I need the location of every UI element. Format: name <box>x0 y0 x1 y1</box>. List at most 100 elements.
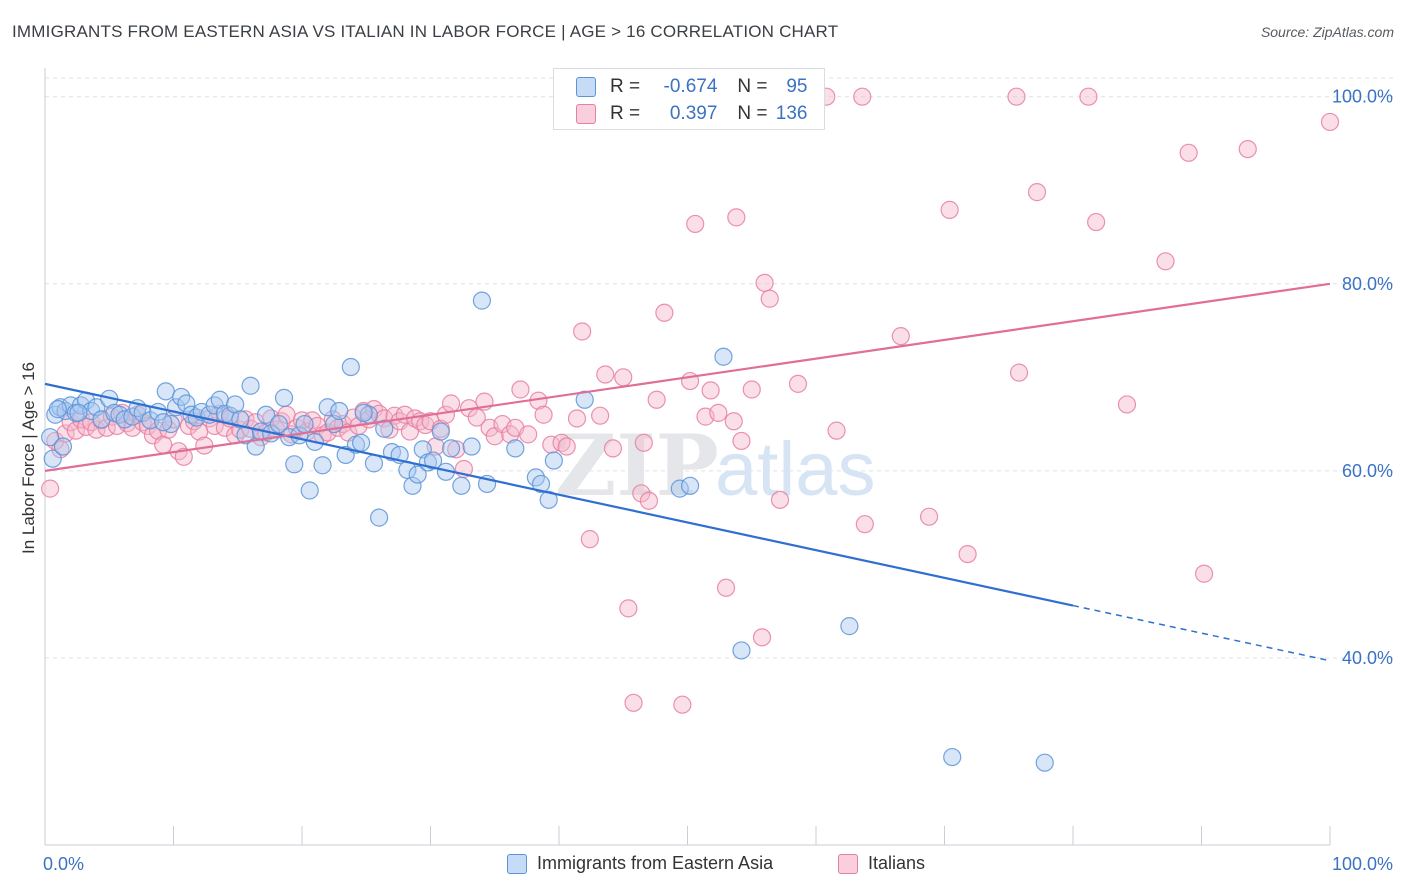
eastern-asia-point <box>352 433 371 452</box>
eastern-asia-points <box>41 291 1054 772</box>
y-tick-label: 100.0% <box>1332 87 1393 107</box>
italians-point <box>891 327 910 346</box>
italians-point <box>634 433 653 452</box>
italians-point <box>1007 87 1026 106</box>
italians-point <box>596 365 615 384</box>
chart-title: IMMIGRANTS FROM EASTERN ASIA VS ITALIAN … <box>12 22 839 41</box>
italians-trend-line <box>44 282 1331 472</box>
italians-point <box>619 599 638 618</box>
italians-point <box>1238 139 1257 159</box>
eastern-asia-point <box>506 439 525 458</box>
italians-point <box>1117 395 1137 414</box>
eastern-asia-point <box>156 382 175 401</box>
x-tick-label-min: 0.0% <box>43 854 84 874</box>
eastern-asia-point <box>840 617 859 636</box>
stats-row-eastern-asia: R = -0.674 N = 95 <box>576 73 808 101</box>
zipatlas-watermark: ZIP atlas <box>555 416 876 515</box>
italians-point <box>1009 363 1029 382</box>
italians-point <box>655 303 674 322</box>
legend-swatch-pink <box>838 853 858 874</box>
eastern-asia-point <box>408 465 427 484</box>
eastern-asia-point <box>441 439 461 458</box>
italians-point <box>557 437 576 456</box>
eastern-asia-point <box>300 481 319 500</box>
italians-point <box>41 479 60 498</box>
trend-lines <box>44 282 1331 662</box>
italians-point <box>1156 252 1175 271</box>
eastern-asia-point <box>544 451 563 470</box>
eastern-asia-point <box>1035 753 1054 772</box>
italians-point <box>591 406 610 425</box>
eastern-asia-point <box>462 437 481 456</box>
watermark-atlas: atlas <box>715 427 876 512</box>
eastern-asia-point <box>452 476 471 495</box>
italians-point <box>752 628 772 647</box>
x-tick-label-max: 100.0% <box>1332 854 1393 874</box>
eastern-asia-point <box>154 413 173 432</box>
stats-r-label: R = <box>610 76 641 97</box>
italians-point <box>174 447 193 466</box>
eastern-asia-point <box>531 474 551 494</box>
eastern-asia-point <box>714 347 733 366</box>
legend-item-eastern-asia[interactable]: Immigrants from Eastern Asia <box>507 853 773 874</box>
stats-r-value: -0.674 <box>663 76 718 97</box>
eastern-asia-point <box>341 357 360 377</box>
eastern-asia-point <box>375 419 394 438</box>
italians-point <box>853 87 872 106</box>
italians-point <box>1079 87 1098 106</box>
eastern-asia-point <box>539 490 558 509</box>
eastern-asia-point <box>472 291 491 310</box>
eastern-asia-point <box>943 747 962 767</box>
italians-point <box>673 695 692 714</box>
y-axis-label: In Labor Force | Age > 16 <box>19 361 38 555</box>
italians-point <box>614 368 633 387</box>
eastern-asia-point <box>177 394 196 413</box>
eastern-asia-point <box>403 476 422 495</box>
eastern-asia-point <box>41 428 60 447</box>
eastern-asia-trend-extension <box>1072 604 1331 662</box>
italians-point <box>855 515 874 534</box>
watermark-zip: ZIP <box>555 416 719 515</box>
eastern-asia-point <box>364 454 384 473</box>
legend-label: Italians <box>868 853 926 873</box>
gridlines <box>45 77 1395 659</box>
italians-point <box>580 530 599 549</box>
italians-point <box>639 491 659 510</box>
eastern-asia-point <box>330 401 349 421</box>
italians-point <box>686 214 705 234</box>
eastern-asia-point <box>53 437 73 456</box>
italians-point <box>1320 112 1340 132</box>
eastern-asia-point <box>313 456 332 475</box>
eastern-asia-point <box>354 403 373 422</box>
legend-swatch-blue <box>507 853 527 874</box>
italians-point <box>66 421 85 440</box>
italians-point <box>624 693 643 712</box>
eastern-asia-trend-line <box>44 382 1074 607</box>
italians-point <box>195 436 214 455</box>
source-credit: Source: ZipAtlas.com <box>1260 24 1394 40</box>
eastern-asia-point <box>269 414 288 434</box>
italians-point <box>447 440 466 459</box>
y-tick-label: 80.0% <box>1342 274 1393 294</box>
italians-point <box>1087 212 1106 232</box>
stats-n-label: N = <box>737 76 768 97</box>
italians-point <box>958 545 977 564</box>
italians-point <box>940 200 959 219</box>
italians-point <box>701 381 720 400</box>
italians-point <box>788 374 808 393</box>
tick-labels: 40.0% 60.0% 80.0% 100.0% 0.0% 100.0% <box>43 87 1393 874</box>
italians-point <box>742 380 761 399</box>
eastern-asia-point <box>732 641 751 660</box>
eastern-asia-point <box>241 376 260 395</box>
italians-point <box>647 390 666 409</box>
italians-point <box>1194 564 1214 583</box>
legend-item-italians[interactable]: Italians <box>838 853 925 874</box>
eastern-asia-point <box>43 449 62 468</box>
eastern-asia-point <box>670 479 689 498</box>
italians-point <box>716 578 736 597</box>
eastern-asia-point <box>423 451 443 470</box>
italians-point <box>919 507 939 526</box>
stats-swatch-blue <box>576 77 596 97</box>
italians-point <box>1179 143 1198 162</box>
